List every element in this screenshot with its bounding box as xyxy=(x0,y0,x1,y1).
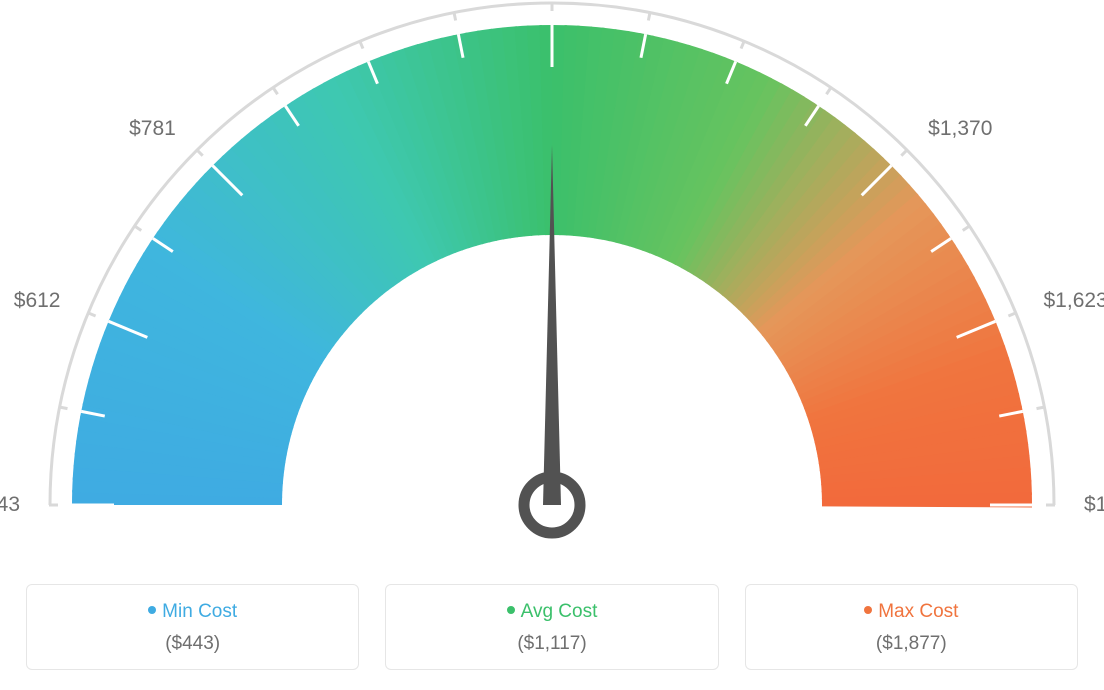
legend-title-max: Max Cost xyxy=(756,601,1067,623)
legend-value-avg: ($1,117) xyxy=(396,633,707,655)
gauge-chart: $443$612$781$1,117$1,370$1,623$1,877 xyxy=(0,0,1104,560)
legend-row: Min Cost ($443) Avg Cost ($1,117) Max Co… xyxy=(26,584,1078,670)
cost-gauge-container: $443$612$781$1,117$1,370$1,623$1,877 Min… xyxy=(0,0,1104,690)
legend-label-max: Max Cost xyxy=(878,601,958,622)
gauge-tick-label: $443 xyxy=(0,493,20,517)
legend-card-max: Max Cost ($1,877) xyxy=(745,584,1078,670)
legend-dot-avg xyxy=(507,606,515,614)
legend-card-min: Min Cost ($443) xyxy=(26,584,359,670)
gauge-tick-label: $781 xyxy=(129,117,176,141)
gauge-tick-label: $612 xyxy=(14,289,61,313)
gauge-tick-label: $1,877 xyxy=(1084,493,1104,517)
legend-card-avg: Avg Cost ($1,117) xyxy=(385,584,718,670)
legend-label-avg: Avg Cost xyxy=(521,601,598,622)
legend-value-max: ($1,877) xyxy=(756,633,1067,655)
gauge-tick-label: $1,623 xyxy=(1044,289,1104,313)
legend-title-avg: Avg Cost xyxy=(396,601,707,623)
legend-label-min: Min Cost xyxy=(162,601,237,622)
legend-dot-max xyxy=(864,606,872,614)
gauge-tick-label: $1,370 xyxy=(928,117,992,141)
legend-dot-min xyxy=(148,606,156,614)
legend-value-min: ($443) xyxy=(37,633,348,655)
legend-title-min: Min Cost xyxy=(37,601,348,623)
